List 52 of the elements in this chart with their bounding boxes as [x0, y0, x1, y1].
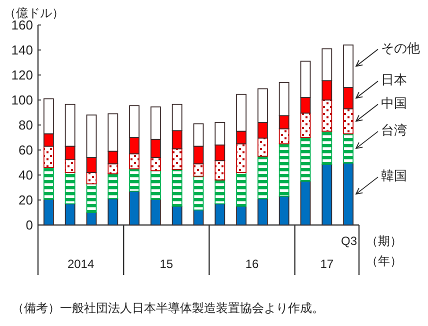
bar — [44, 167, 54, 200]
bar — [64, 158, 76, 173]
y-tick-label: 60 — [18, 142, 33, 158]
bar — [86, 183, 97, 213]
bar — [214, 180, 226, 204]
y-axis-title: （億ドル） — [4, 6, 64, 20]
text: （年） — [366, 254, 402, 268]
bar — [108, 173, 118, 200]
bar — [44, 146, 54, 168]
bar — [278, 128, 290, 144]
bar — [300, 112, 311, 138]
bar — [129, 153, 140, 170]
text: 日本 — [381, 72, 407, 88]
bar — [64, 172, 76, 204]
bar — [300, 137, 311, 182]
bar — [193, 176, 204, 210]
bar — [236, 143, 246, 173]
text: 台湾 — [381, 122, 407, 138]
bar — [193, 163, 204, 177]
bar — [343, 133, 354, 164]
text: その他 — [381, 40, 420, 56]
text: 韓国 — [381, 168, 407, 184]
bar — [150, 170, 161, 200]
bar — [258, 156, 268, 200]
y-tick-label: 20 — [18, 192, 33, 208]
y-tick-label: 140 — [11, 42, 33, 58]
bar — [322, 130, 332, 165]
y-tick-label: 160 — [11, 18, 33, 32]
bar — [108, 163, 118, 174]
bar — [172, 148, 182, 170]
text: 17 — [320, 257, 334, 271]
bar — [129, 168, 140, 192]
y-tick-label: 0 — [26, 218, 33, 232]
x-axis-title: （期） — [366, 234, 402, 248]
x-tick-label: Q3 — [340, 234, 358, 248]
text: 15 — [160, 257, 174, 271]
bar — [278, 143, 290, 197]
text: 2014 — [67, 257, 94, 271]
bar — [214, 160, 226, 180]
bar — [322, 100, 332, 132]
text: 16 — [245, 257, 259, 271]
bar — [343, 108, 354, 134]
y-tick-label: 40 — [18, 168, 33, 182]
y-tick-label: 80 — [18, 118, 33, 132]
text: 中国 — [381, 95, 407, 110]
y-tick-label: 120 — [11, 68, 33, 82]
y-tick-label: 100 — [11, 92, 33, 108]
bar — [258, 138, 268, 157]
text: （備考）一般社団法人日本半導体製造装置協会より作成。 — [12, 301, 324, 315]
bar — [150, 157, 161, 172]
bar — [172, 168, 182, 207]
bar — [236, 172, 246, 207]
